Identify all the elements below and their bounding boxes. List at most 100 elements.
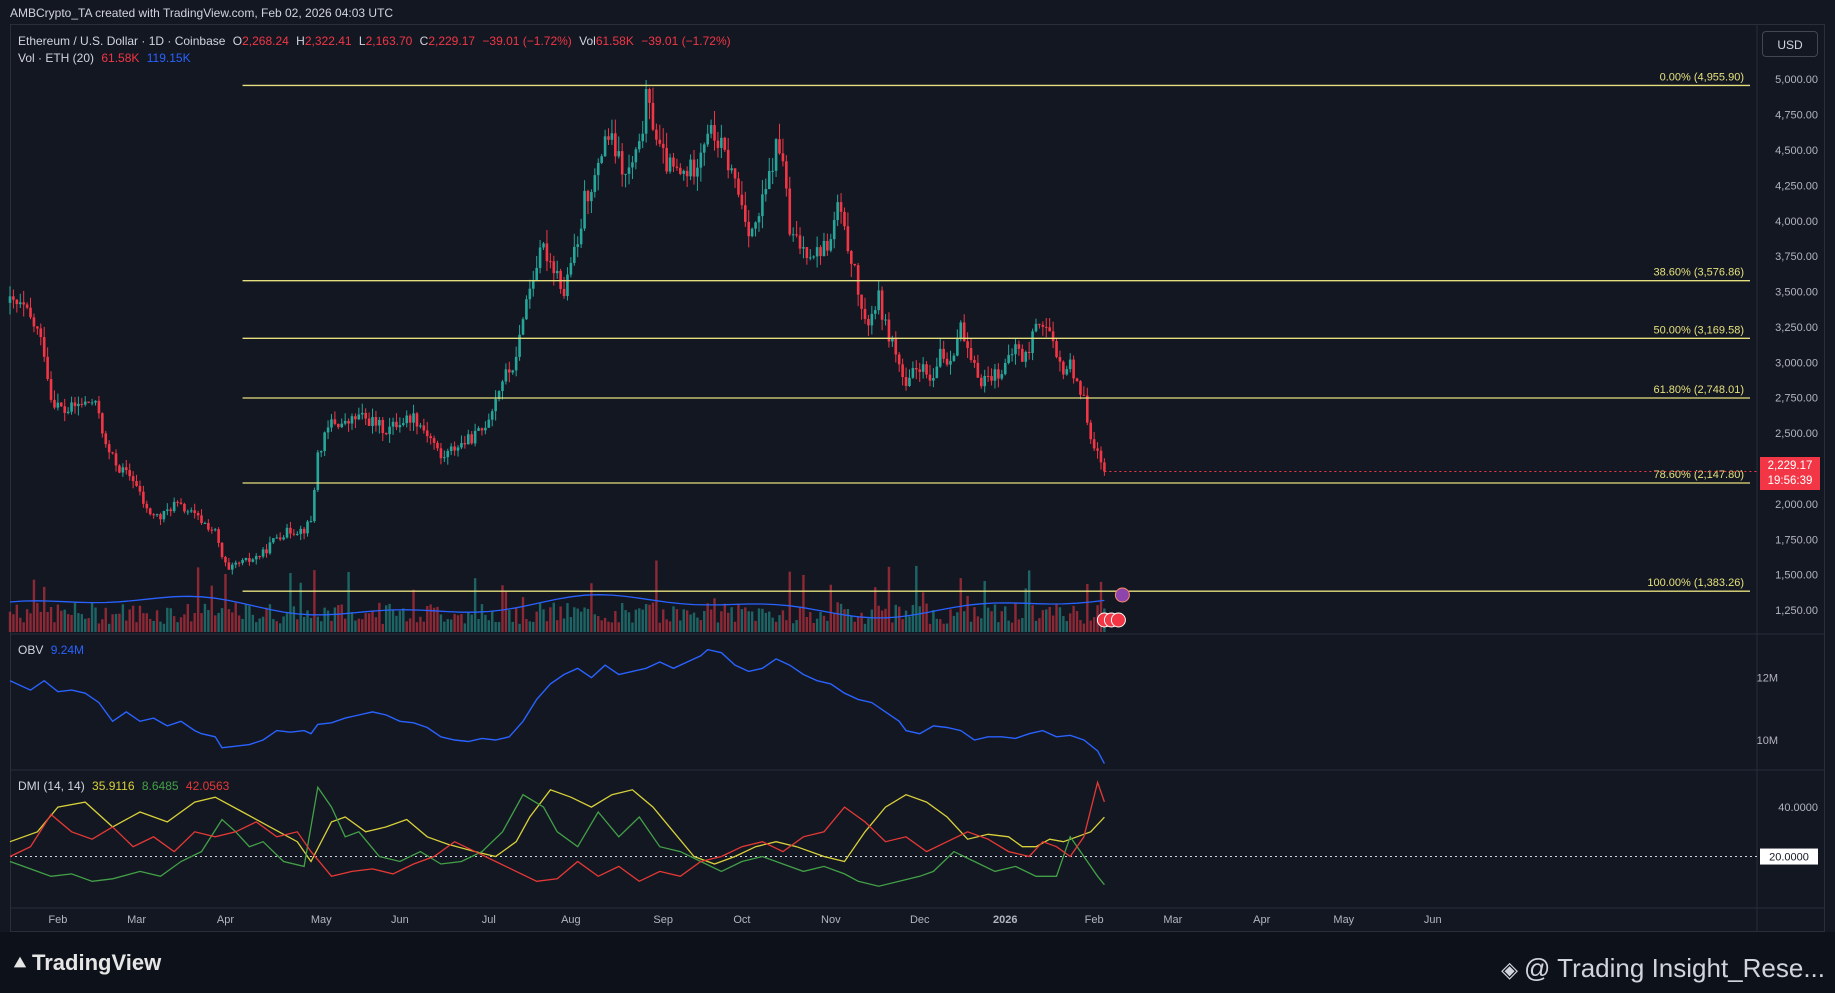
candle-body [637, 141, 641, 150]
tradingview-logo[interactable]: ⯅ TradingView [12, 950, 161, 976]
price-axis-label: 3,000.00 [1775, 357, 1818, 369]
volume-bar [292, 606, 296, 632]
candle-body [521, 319, 525, 335]
volume-bar [703, 610, 706, 632]
candle-body [18, 302, 22, 305]
candle-body [412, 413, 415, 423]
volume-bar [125, 620, 128, 632]
volume-bar [32, 579, 36, 632]
volume-bar [945, 623, 949, 632]
candle-body [456, 447, 460, 451]
currency-button[interactable]: USD [1762, 31, 1818, 57]
candle-body [716, 140, 720, 148]
volume-bar [549, 607, 552, 632]
volume-bar [768, 611, 771, 632]
candle-body [374, 417, 378, 426]
volume-bar [672, 606, 675, 632]
volume-bar [1034, 620, 1038, 632]
candle-body [785, 161, 788, 189]
volume-bar [833, 613, 836, 632]
candle-body [1058, 357, 1062, 362]
candle-body [1024, 351, 1028, 362]
candle-body [798, 235, 802, 249]
candle-body [1038, 323, 1041, 325]
volume-bar [422, 621, 426, 632]
volume-bar [405, 621, 408, 632]
candle-body [360, 412, 364, 415]
volume-bar [477, 618, 480, 632]
time-axis-label: Oct [733, 914, 750, 926]
volume-bar [419, 616, 422, 632]
volume-bar [723, 603, 726, 632]
candle-body [248, 558, 251, 562]
volume-bar [716, 622, 720, 632]
volume-bar [111, 614, 114, 632]
candle-body [504, 369, 508, 382]
volume-indicator-title[interactable]: Vol · ETH (20) [18, 51, 95, 65]
vol-change: −39.01 (−1.72%) [641, 34, 731, 48]
candle-body [138, 486, 142, 492]
volume-bar [60, 610, 63, 632]
volume-bar [1079, 620, 1082, 632]
volume-bar [727, 612, 730, 632]
vol-inline: Vol61.58K [579, 34, 634, 48]
volume-bar [1038, 618, 1041, 632]
time-axis-label: Feb [1085, 914, 1104, 926]
dmi-reference-label: 20.0000 [1769, 852, 1809, 864]
volume-bar [1024, 588, 1027, 632]
volume-bar [8, 611, 12, 632]
volume-bar [309, 617, 313, 632]
volume-bar [966, 595, 969, 632]
volume-bar [244, 604, 248, 632]
volume-bar [559, 606, 562, 632]
candle-body [535, 267, 538, 281]
obv-title[interactable]: OBV [18, 643, 44, 657]
volume-bar [1051, 615, 1055, 632]
volume-bar [251, 614, 255, 632]
volume-bar [867, 618, 870, 632]
candle-body [644, 88, 648, 134]
volume-bar [46, 611, 49, 632]
candle-body [295, 533, 299, 535]
volume-bar [603, 617, 607, 632]
volume-bar [90, 602, 94, 632]
volume-bar [959, 578, 962, 632]
volume-bar [651, 602, 655, 632]
volume-bar [1017, 619, 1021, 632]
volume-bar [494, 621, 497, 632]
candle-body [747, 221, 751, 237]
candle-body [692, 159, 696, 177]
candle-body [415, 413, 419, 427]
volume-bar [80, 614, 84, 632]
volume-bar [682, 609, 685, 632]
volume-bar [962, 611, 966, 632]
volume-indicator-value: 61.58K [101, 51, 140, 65]
volume-bar [528, 621, 532, 632]
price-axis-label: 1,500.00 [1775, 570, 1818, 582]
candle-body [323, 432, 326, 452]
volume-bar [956, 612, 959, 632]
volume-bar [200, 613, 203, 632]
volume-bar [590, 583, 593, 632]
candle-body [819, 247, 822, 257]
chart-svg[interactable]: 5,000.00 4,750.00 4,500.00 4,250.00 4,000.00… [0, 0, 1835, 932]
volume-bar [648, 604, 651, 632]
volume-bar [662, 609, 665, 632]
candle-body [945, 358, 949, 365]
dmi-title[interactable]: DMI (14, 14) [18, 779, 85, 793]
candle-body [723, 137, 727, 150]
candle-body [1051, 331, 1055, 342]
candle-body [696, 167, 699, 177]
candle-body [791, 234, 795, 236]
volume-bar [983, 581, 986, 632]
candle-body [159, 514, 162, 520]
symbol-title[interactable]: Ethereum / U.S. Dollar · 1D · Coinbase [18, 34, 226, 48]
volume-bar [337, 604, 340, 632]
candle-body [1099, 450, 1103, 463]
volume-bar [586, 608, 590, 632]
volume-bar [73, 602, 77, 632]
volume-bar [470, 614, 473, 632]
candle-body [702, 144, 706, 153]
volume-bar [453, 614, 456, 632]
candle-body [131, 476, 135, 482]
